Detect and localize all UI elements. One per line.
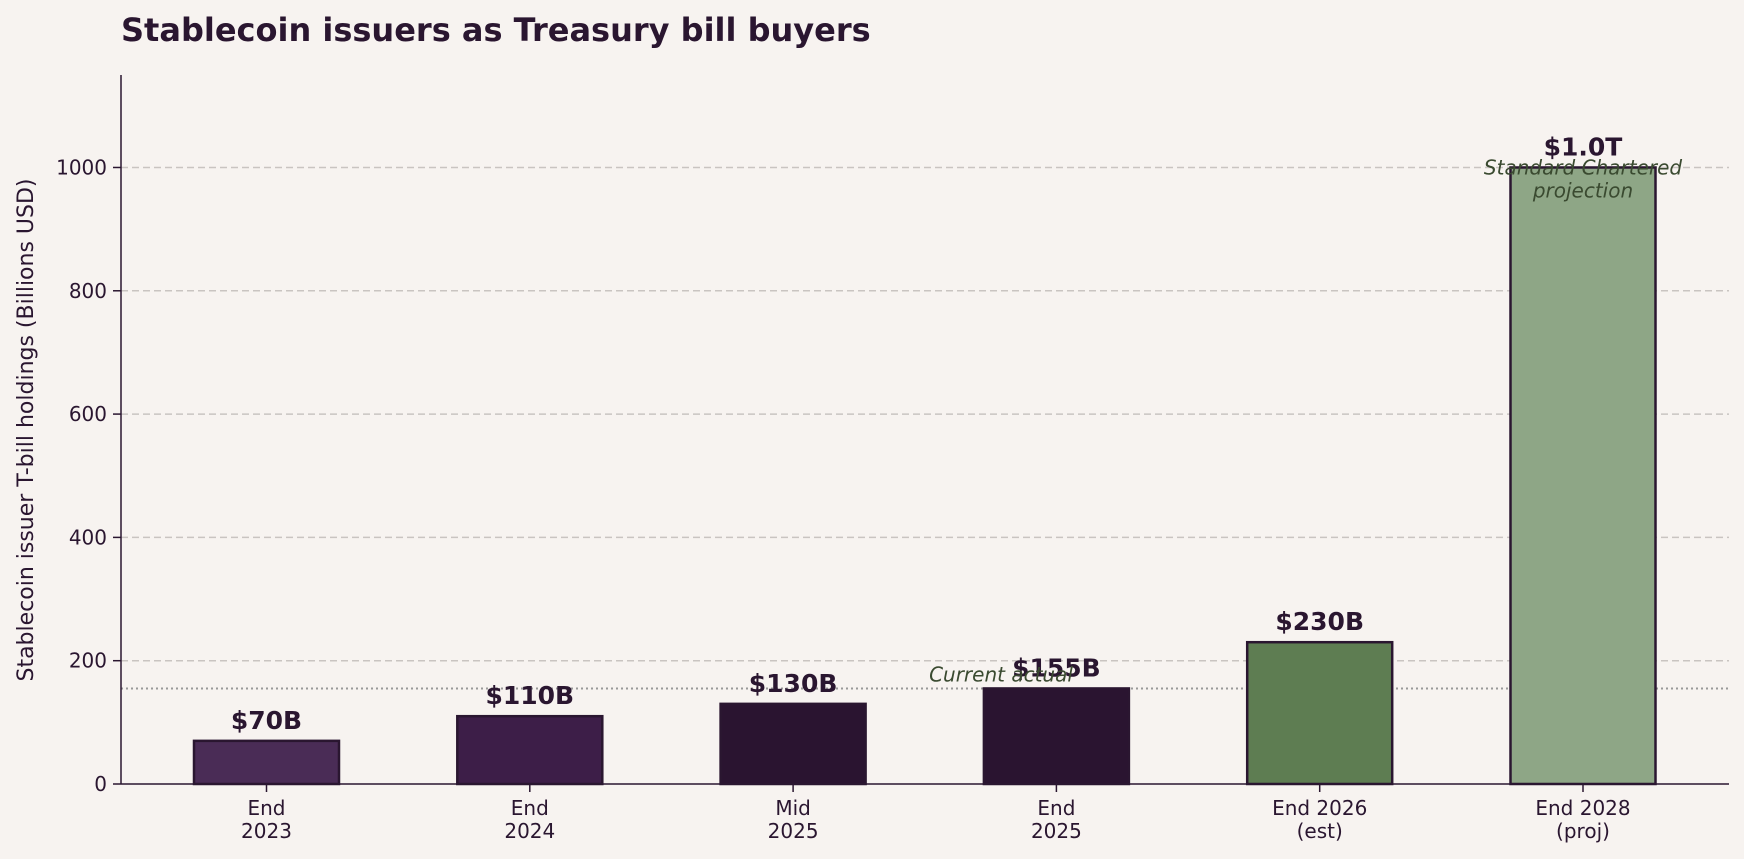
y-tick-label: 200 — [69, 649, 107, 673]
y-tick-label: 600 — [69, 402, 107, 426]
axes: 0 200 400 600 800 1000 End 2023 End 2024 Mid 2025 En… — [56, 75, 1729, 843]
x-tick-label: End 2028 (proj) — [1535, 796, 1630, 843]
bar — [1509, 166, 1657, 786]
reference-line-label: Current actual — [929, 662, 1073, 686]
y-tick-label: 800 — [69, 279, 107, 303]
x-tick-label: End 2024 — [504, 796, 555, 843]
chart-title: Stablecoin issuers as Treasury bill buye… — [121, 11, 871, 49]
x-tick-label: End 2026 (est) — [1272, 796, 1367, 843]
bar — [719, 702, 867, 786]
bar — [192, 739, 341, 786]
y-tick-label: 0 — [94, 772, 107, 796]
bar — [982, 687, 1131, 786]
x-tick-label: Mid 2025 — [768, 796, 819, 843]
data-label: $1.0T — [1544, 132, 1623, 161]
data-label: $155B — [1012, 653, 1101, 682]
y-axis-label: Stablecoin issuer T-bill holdings (Billi… — [14, 178, 39, 681]
bars — [192, 166, 1657, 786]
data-label: $70B — [231, 706, 302, 735]
data-labels: $70B $110B $130B $155B $230B $1.0T Current act… — [231, 132, 1683, 734]
projection-annotation: Standard Chartered projection — [1484, 155, 1682, 202]
bar — [1245, 640, 1394, 786]
x-tick-label: End 2025 — [1031, 796, 1082, 843]
data-label: $110B — [485, 681, 574, 710]
y-tick-label: 400 — [69, 525, 107, 549]
grid-lines — [121, 166, 1729, 662]
data-label: $130B — [749, 669, 838, 698]
x-tick-label: End 2023 — [241, 796, 292, 843]
data-label: $230B — [1275, 607, 1364, 636]
y-tick-label: 1000 — [56, 155, 107, 179]
bar — [456, 714, 604, 786]
